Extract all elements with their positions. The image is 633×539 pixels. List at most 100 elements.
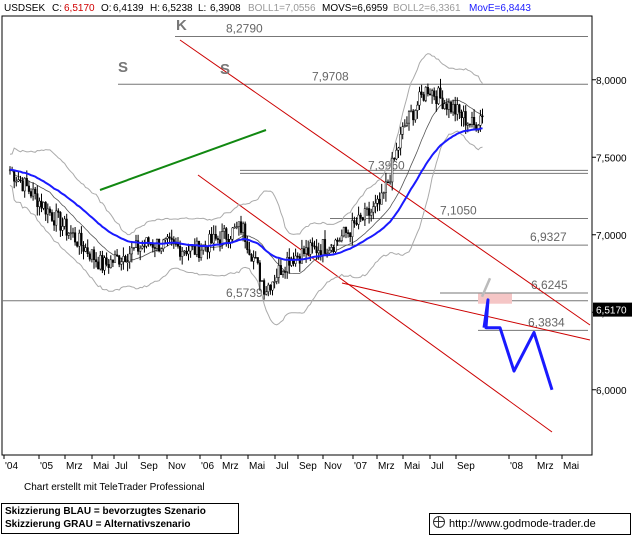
candle-body — [168, 236, 171, 239]
candle-body — [281, 271, 285, 276]
candle-body — [216, 238, 219, 240]
candle-body — [456, 104, 459, 115]
candle-body — [36, 193, 39, 207]
candle-body — [210, 233, 213, 244]
candle-body — [74, 232, 77, 243]
credit-text: Chart erstellt mit TeleTrader Profession… — [24, 482, 205, 493]
candle-body — [27, 185, 30, 192]
candle-body — [426, 86, 429, 95]
candle-body — [46, 208, 49, 215]
candle-body — [225, 228, 228, 240]
candle-body — [137, 240, 140, 252]
last-price-flag: 6,5170 — [593, 302, 632, 317]
candle-body — [32, 188, 35, 197]
website-url[interactable]: http://www.godmode-trader.de — [449, 518, 596, 530]
candle-body — [231, 227, 234, 240]
high-value: 6,5238 — [162, 3, 193, 14]
candle-body — [250, 254, 253, 262]
candle-body — [242, 223, 245, 233]
legend-gray: Skizzierung GRAU = Alternativszenario — [5, 519, 191, 530]
x-tick-label: Sep — [140, 461, 158, 472]
candle-body — [479, 115, 482, 126]
candle-body — [23, 178, 26, 192]
candle-body — [233, 226, 236, 229]
candle-body — [21, 180, 24, 192]
candle-body — [353, 220, 356, 224]
candle-body — [19, 179, 22, 182]
candle-body — [321, 239, 324, 256]
candle-body — [300, 248, 303, 264]
candle-body — [302, 248, 306, 254]
open-value: 6,4139 — [113, 3, 144, 14]
candle-body — [55, 210, 58, 226]
website-link[interactable]: http://www.godmode-trader.de — [429, 513, 631, 535]
x-ticks: '04 '05 Mrz Mai Jul Sep Nov '06 Mrz Mai Jul Sep Nov '… — [3, 455, 579, 472]
candle-body — [208, 233, 211, 253]
candle-body — [189, 245, 192, 252]
candle-body — [113, 254, 117, 263]
level-label: 7,3960 — [368, 158, 405, 172]
candle-body — [468, 123, 471, 126]
candle-body — [332, 247, 335, 252]
x-tick-label: '06 — [201, 461, 214, 472]
candle-body — [120, 261, 123, 265]
candle-body — [237, 221, 240, 227]
candle-body — [90, 249, 93, 260]
gray-scenario-path — [480, 277, 492, 298]
pattern-label: K — [176, 17, 187, 34]
candle-body — [71, 232, 75, 234]
boll2-value: BOLL2=6,3361 — [393, 3, 461, 14]
x-tick-label: Mai — [249, 461, 265, 472]
candle-body — [25, 178, 28, 187]
candle-body — [323, 239, 327, 254]
candle-body — [109, 259, 112, 268]
candle-body — [271, 281, 274, 291]
candle-body — [244, 223, 247, 242]
pattern-label: S — [118, 59, 128, 76]
candle-body — [84, 247, 87, 252]
candle-body — [65, 218, 68, 236]
legend-blue: Skizzierung BLAU = bevorzugtes Szenario — [5, 506, 206, 517]
candle-body — [464, 111, 467, 126]
candle-body — [116, 254, 119, 257]
candle-body — [13, 170, 16, 182]
low-value: 6,3908 — [210, 3, 241, 14]
candle-body — [95, 259, 98, 263]
candle-body — [368, 208, 371, 216]
candle-body — [395, 149, 398, 160]
candle-body — [342, 227, 345, 237]
candle-body — [252, 257, 255, 262]
candle-body — [206, 246, 209, 253]
candle-body — [374, 202, 377, 207]
candle-body — [370, 211, 373, 216]
candle-body — [40, 200, 43, 209]
candle-body — [82, 245, 85, 252]
level-label: 6,5739 — [226, 286, 263, 300]
candle-body — [418, 91, 421, 106]
y-tick-label: 8,0000 — [596, 76, 627, 87]
candle-body — [317, 250, 320, 254]
candle-body — [202, 244, 205, 251]
level-label: 6,3834 — [528, 315, 565, 329]
candle-body — [454, 104, 457, 115]
candle-body — [145, 237, 148, 247]
candle-body — [407, 111, 411, 124]
candle-body — [254, 257, 257, 259]
candle-body — [424, 86, 427, 101]
pattern-labels: S K S — [118, 17, 230, 78]
candle-body — [414, 110, 417, 121]
candle-body — [399, 134, 402, 149]
candle-body — [365, 208, 369, 210]
candle-body — [53, 220, 56, 226]
candle-body — [296, 255, 299, 258]
candle-body — [380, 192, 383, 205]
candle-body — [372, 206, 375, 213]
candle-body — [267, 284, 270, 293]
x-tick-label: Sep — [299, 461, 317, 472]
candle-body — [193, 245, 196, 255]
candle-body — [311, 242, 314, 247]
candle-body — [269, 284, 272, 291]
candle-body — [130, 247, 133, 255]
scenario-legend: Skizzierung BLAU = bevorzugtes Szenario … — [1, 503, 239, 534]
